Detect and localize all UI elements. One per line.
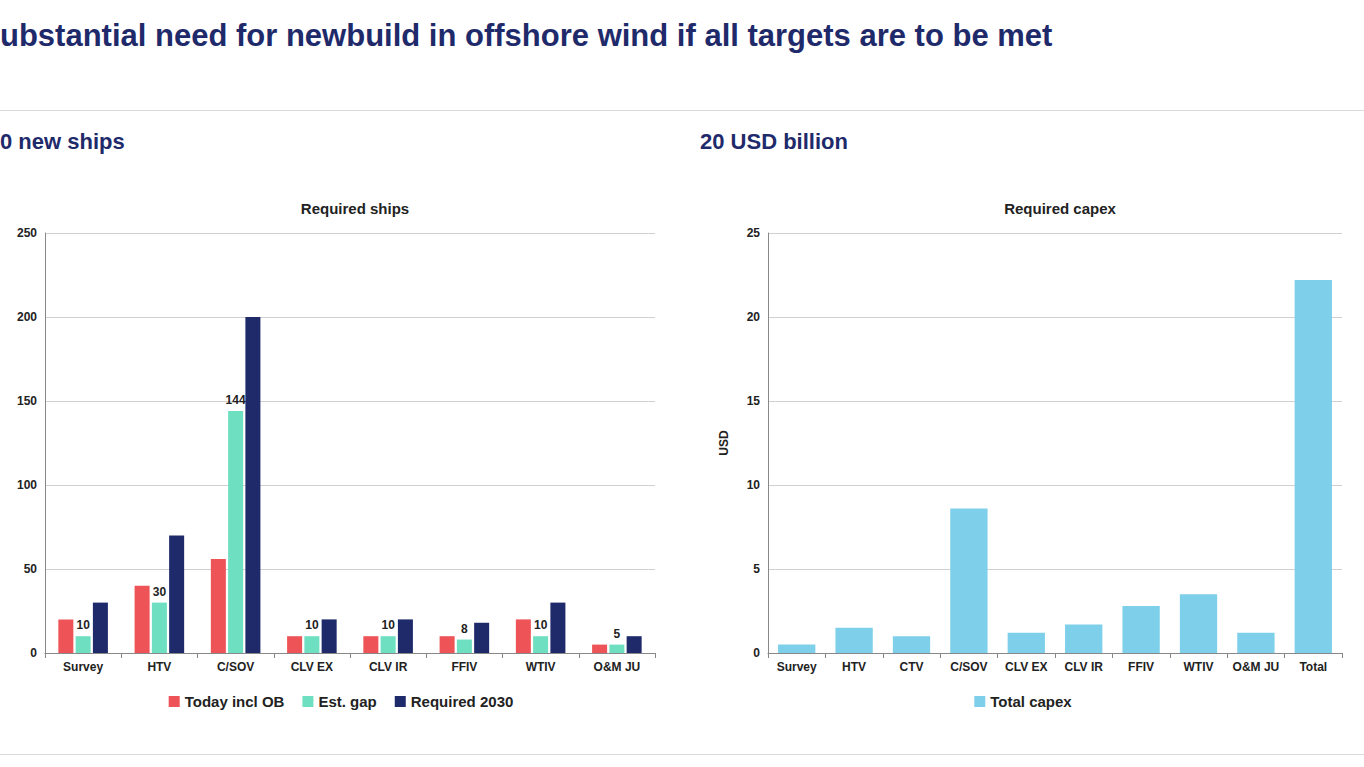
svg-text:144: 144 (226, 393, 246, 407)
svg-text:CTV: CTV (900, 660, 924, 674)
svg-text:FFIV: FFIV (1128, 660, 1154, 674)
svg-text:CLV EX: CLV EX (291, 660, 333, 674)
svg-text:FFIV: FFIV (451, 660, 477, 674)
svg-text:WTIV: WTIV (526, 660, 556, 674)
svg-text:CLV IR: CLV IR (369, 660, 408, 674)
svg-text:Survey: Survey (777, 660, 817, 674)
svg-text:O&M JU: O&M JU (594, 660, 641, 674)
svg-text:10: 10 (747, 478, 761, 492)
svg-text:25: 25 (747, 226, 761, 240)
svg-text:Required 2030: Required 2030 (411, 693, 514, 710)
svg-text:5: 5 (753, 562, 760, 576)
svg-text:250: 250 (17, 226, 37, 240)
html-text:0 new ships: 0 new ships (0, 129, 125, 154)
svg-text:CLV IR: CLV IR (1064, 660, 1103, 674)
svg-text:Total: Total (1299, 660, 1327, 674)
svg-text:Est. gap: Est. gap (318, 693, 376, 710)
svg-text:HTV: HTV (842, 660, 866, 674)
svg-text:Survey: Survey (63, 660, 103, 674)
html-text:20 USD billion: 20 USD billion (700, 129, 848, 154)
svg-text:10: 10 (381, 618, 395, 632)
svg-text:C/SOV: C/SOV (950, 660, 987, 674)
html-text:ubstantial need for newbuild i: ubstantial need for newbuild in offshore… (0, 18, 1053, 53)
svg-text:WTIV: WTIV (1184, 660, 1214, 674)
svg-text:0: 0 (753, 646, 760, 660)
svg-text:USD: USD (717, 430, 731, 456)
svg-text:0: 0 (30, 646, 37, 660)
svg-text:100: 100 (17, 478, 37, 492)
svg-text:20: 20 (747, 310, 761, 324)
svg-text:10: 10 (534, 618, 548, 632)
svg-text:200: 200 (17, 310, 37, 324)
svg-text:5: 5 (614, 627, 621, 641)
svg-text:HTV: HTV (147, 660, 171, 674)
svg-text:10: 10 (305, 618, 319, 632)
svg-text:10: 10 (76, 618, 90, 632)
svg-text:Total capex: Total capex (990, 693, 1072, 710)
svg-text:30: 30 (153, 585, 167, 599)
svg-text:15: 15 (747, 394, 761, 408)
svg-text:Today incl OB: Today incl OB (185, 693, 285, 710)
svg-text:C/SOV: C/SOV (217, 660, 254, 674)
svg-text:50: 50 (24, 562, 38, 576)
svg-text:Required capex: Required capex (1004, 200, 1116, 217)
svg-text:150: 150 (17, 394, 37, 408)
svg-text:Required ships: Required ships (301, 200, 409, 217)
svg-text:CLV EX: CLV EX (1005, 660, 1047, 674)
svg-text:8: 8 (461, 622, 468, 636)
svg-text:O&M JU: O&M JU (1233, 660, 1280, 674)
